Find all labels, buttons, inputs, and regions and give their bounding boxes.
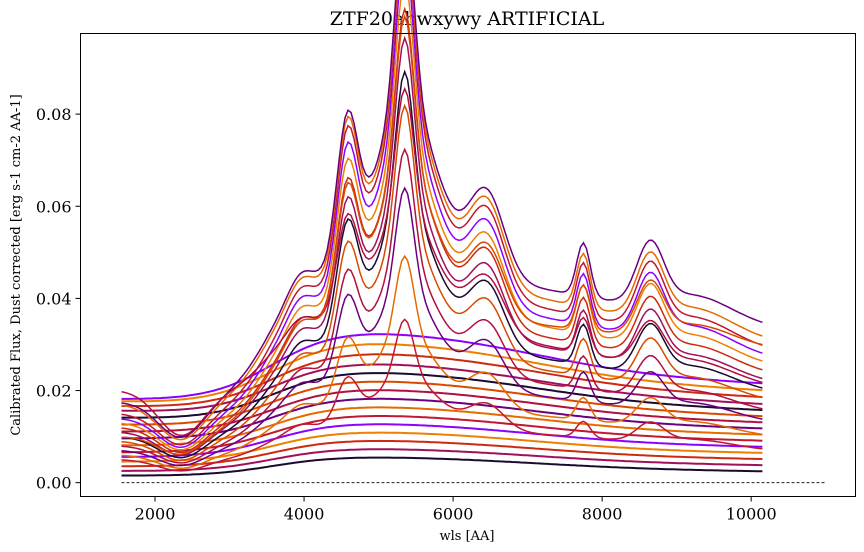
series-line xyxy=(121,0,763,451)
series-line xyxy=(121,423,763,458)
series-line xyxy=(121,448,763,472)
series-line xyxy=(121,363,763,412)
y-tick-label: 0.08 xyxy=(36,105,72,124)
x-tick-label: 10000 xyxy=(726,505,777,524)
series-line xyxy=(121,86,763,437)
y-tick-label: 0.02 xyxy=(36,382,72,401)
x-tick-label: 8000 xyxy=(582,505,623,524)
plot-frame xyxy=(80,33,856,497)
series-line xyxy=(121,35,763,456)
x-tick-label: 6000 xyxy=(433,505,474,524)
series-line xyxy=(121,431,763,463)
series-line xyxy=(121,318,763,472)
x-axis-label: wls [AA] xyxy=(439,529,494,544)
series-line xyxy=(121,6,763,454)
x-tick-label: 2000 xyxy=(135,505,176,524)
series-line xyxy=(121,254,763,469)
series-line xyxy=(121,186,763,467)
y-axis-label: Calibrated Flux, Dust corrected [erg s-1… xyxy=(9,94,24,435)
series-line xyxy=(121,0,763,441)
series-line xyxy=(121,415,763,454)
y-axis: 0.00 0.02 0.04 0.06 0.08 xyxy=(36,105,81,493)
y-tick-label: 0.06 xyxy=(36,197,72,216)
series-line xyxy=(121,380,763,426)
series-line xyxy=(121,69,763,459)
series-line xyxy=(121,147,763,464)
y-tick-label: 0.00 xyxy=(36,474,72,493)
series-line xyxy=(121,0,763,439)
chart-title: ZTF20abwxywy ARTIFICIAL xyxy=(330,8,605,30)
series-line xyxy=(121,0,763,449)
series-line xyxy=(121,456,763,477)
series-line xyxy=(121,0,763,446)
series-line xyxy=(121,343,763,403)
x-axis: 2000 4000 6000 8000 10000 xyxy=(135,496,777,524)
plot-lines xyxy=(121,0,763,477)
y-tick-label: 0.04 xyxy=(36,289,72,308)
series-line xyxy=(121,103,763,462)
series-line xyxy=(121,406,763,447)
series-line xyxy=(121,439,763,468)
series-line xyxy=(121,14,763,455)
x-tick-label: 4000 xyxy=(284,505,325,524)
